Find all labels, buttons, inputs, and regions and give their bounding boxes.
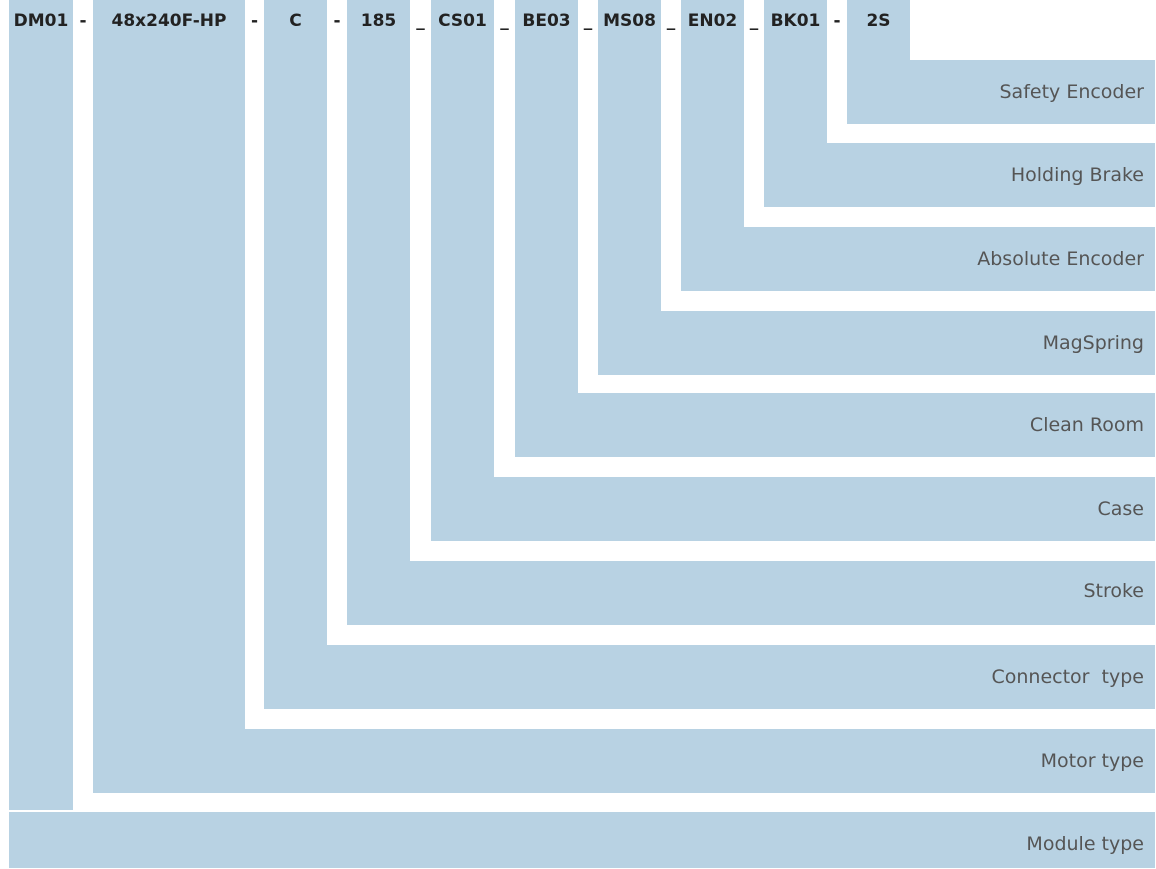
label-case: Case xyxy=(1097,498,1145,520)
separator: - xyxy=(333,11,341,31)
code-holding-brake: BK01 xyxy=(770,11,821,31)
code-connector-type: C xyxy=(289,11,302,31)
label-module-type: Module type xyxy=(1026,833,1144,855)
code-safety-encoder: 2S xyxy=(866,11,891,31)
code-case: CS01 xyxy=(438,11,487,31)
label-safety-encoder: Safety Encoder xyxy=(999,81,1145,103)
label-magspring: MagSpring xyxy=(1042,332,1144,354)
segment-shape-stroke xyxy=(347,0,410,625)
segment-bar-module-type xyxy=(9,812,1155,868)
segment-shape-clean-room xyxy=(515,0,578,457)
separator: _ xyxy=(666,11,676,31)
segment-bar-motor-type xyxy=(93,729,1155,793)
separator: _ xyxy=(583,11,593,31)
segment-bar-stroke xyxy=(347,561,1155,625)
segment-shape-module-type xyxy=(9,0,73,810)
separator: _ xyxy=(416,11,425,31)
segment-bar-absolute-encoder xyxy=(681,227,1155,291)
segment-bar-safety-encoder xyxy=(847,60,1155,124)
separator: - xyxy=(833,11,841,31)
segment-bar-case xyxy=(431,477,1155,541)
segment-bar-holding-brake xyxy=(764,143,1155,207)
label-stroke: Stroke xyxy=(1083,580,1144,602)
separator: _ xyxy=(500,11,509,31)
segment-shape-case xyxy=(431,0,494,541)
label-motor-type: Motor type xyxy=(1040,750,1144,772)
label-connector-type: Connector type xyxy=(991,666,1144,688)
code-absolute-encoder: EN02 xyxy=(687,11,738,31)
segment-bar-magspring xyxy=(598,311,1155,375)
code-magspring: MS08 xyxy=(603,11,656,31)
segment-shape-motor-type xyxy=(93,0,245,793)
separator: - xyxy=(79,11,87,31)
label-absolute-encoder: Absolute Encoder xyxy=(977,248,1144,270)
code-clean-room: BE03 xyxy=(522,11,571,31)
label-holding-brake: Holding Brake xyxy=(1010,164,1144,186)
segment-bar-clean-room xyxy=(515,393,1155,457)
code-motor-type: 48x240F-HP xyxy=(111,11,227,31)
code-module-type: DM01 xyxy=(13,11,69,31)
separator: _ xyxy=(749,11,759,31)
code-stroke: 185 xyxy=(360,11,397,31)
separator: - xyxy=(250,11,259,31)
segment-bar-connector-type xyxy=(264,645,1155,709)
label-clean-room: Clean Room xyxy=(1029,414,1144,436)
segment-shape-connector-type xyxy=(264,0,327,709)
